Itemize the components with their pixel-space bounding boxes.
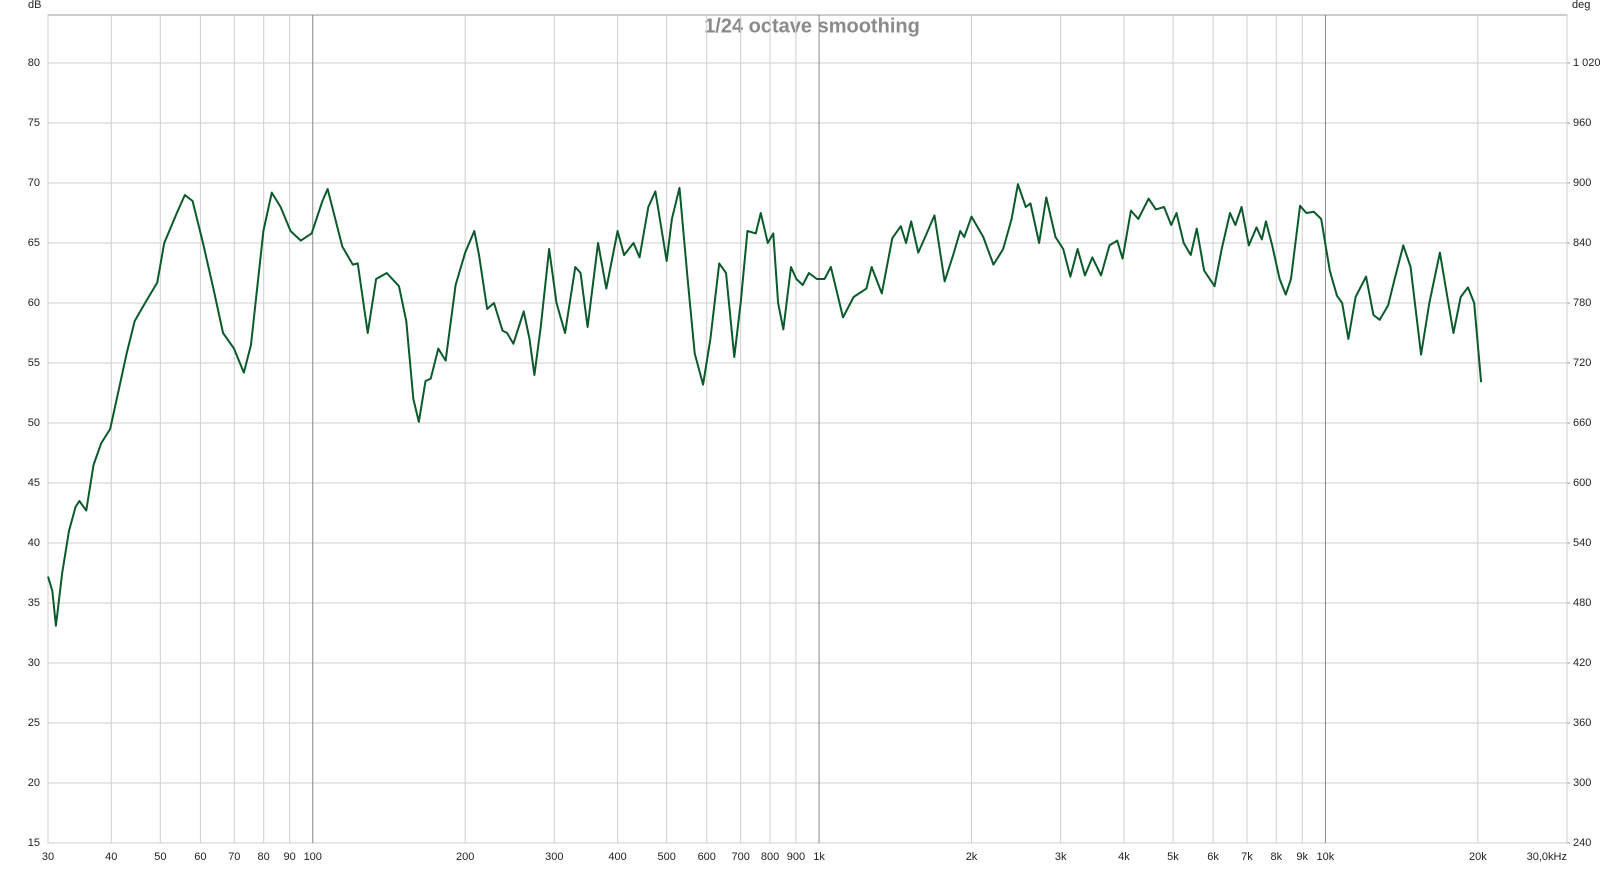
- x-tick-label: 10k: [1317, 851, 1335, 863]
- x-tick-label: 20k: [1469, 851, 1487, 863]
- x-tick-label: 8k: [1271, 851, 1283, 863]
- y-tick-label: 30: [28, 657, 40, 669]
- y-tick-label: 20: [28, 777, 40, 789]
- y2-tick-label: 300: [1573, 777, 1591, 789]
- chart-title: 1/24 octave smoothing: [704, 15, 920, 37]
- x-tick-label: 300: [545, 851, 563, 863]
- plot-area: [47, 14, 1568, 844]
- x-tick-label: 80: [258, 851, 270, 863]
- y-tick-label: 25: [28, 717, 40, 729]
- x-tick-label: 30,0kHz: [1527, 851, 1567, 863]
- y-tick-label: 60: [28, 297, 40, 309]
- y-tick-label: 40: [28, 537, 40, 549]
- y-tick-label: 65: [28, 237, 40, 249]
- y2-tick-label: 900: [1573, 177, 1591, 189]
- x-tick-label: 5k: [1167, 851, 1179, 863]
- y2-tick-label: 720: [1573, 357, 1591, 369]
- x-tick-label: 1k: [813, 851, 825, 863]
- x-tick-label: 40: [105, 851, 117, 863]
- x-tick-label: 90: [283, 851, 295, 863]
- y2-tick-label: 780: [1573, 297, 1591, 309]
- y2-tick-label: 1 020: [1573, 57, 1601, 69]
- y-tick-label: 35: [28, 597, 40, 609]
- y-tick-label: 15: [28, 837, 40, 849]
- y2-tick-label: 540: [1573, 537, 1591, 549]
- x-tick-label: 60: [194, 851, 206, 863]
- x-tick-label: 30: [42, 851, 54, 863]
- x-tick-label: 9k: [1296, 851, 1308, 863]
- y2-tick-label: 960: [1573, 117, 1591, 129]
- line-series: [47, 183, 1483, 627]
- y-axis-label: dB: [28, 0, 41, 11]
- x-tick-label: 50: [154, 851, 166, 863]
- y-tick-label: 70: [28, 177, 40, 189]
- y2-axis-label: deg: [1572, 0, 1590, 11]
- y2-tick-label: 480: [1573, 597, 1591, 609]
- x-tick-label: 6k: [1207, 851, 1219, 863]
- x-tick-label: 400: [608, 851, 626, 863]
- y-tick-label: 55: [28, 357, 40, 369]
- y-tick-label: 80: [28, 57, 40, 69]
- x-tick-label: 900: [787, 851, 805, 863]
- y2-tick-label: 840: [1573, 237, 1591, 249]
- x-tick-label: 4k: [1118, 851, 1130, 863]
- y2-tick-label: 660: [1573, 417, 1591, 429]
- y2-tick-label: 600: [1573, 477, 1591, 489]
- x-tick-label: 800: [761, 851, 779, 863]
- x-tick-label: 600: [698, 851, 716, 863]
- x-tick-label: 100: [304, 851, 322, 863]
- x-tick-label: 2k: [966, 851, 978, 863]
- x-tick-label: 3k: [1055, 851, 1067, 863]
- y-tick-label: 45: [28, 477, 40, 489]
- x-tick-label: 200: [456, 851, 474, 863]
- y2-tick-label: 420: [1573, 657, 1591, 669]
- x-tick-label: 70: [228, 851, 240, 863]
- y-tick-label: 75: [28, 117, 40, 129]
- y-tick-label: 50: [28, 417, 40, 429]
- x-tick-label: 700: [731, 851, 749, 863]
- y2-tick-label: 360: [1573, 717, 1591, 729]
- y2-tick-label: 240: [1573, 837, 1591, 849]
- x-tick-label: 500: [657, 851, 675, 863]
- x-tick-label: 7k: [1241, 851, 1253, 863]
